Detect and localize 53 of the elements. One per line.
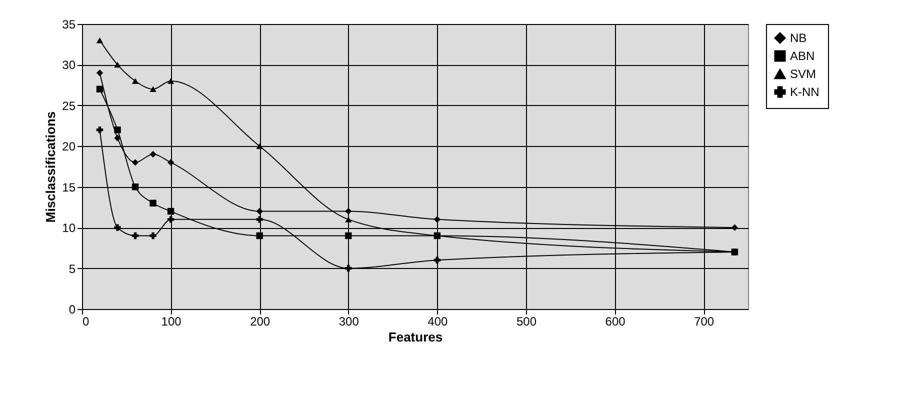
point (150, 232, 156, 240)
point (256, 232, 263, 240)
point (731, 224, 738, 231)
point (114, 134, 121, 142)
point (345, 232, 352, 240)
point (132, 184, 139, 190)
x-tick-label: 500 (516, 314, 537, 328)
point (114, 224, 121, 231)
legend-label: K-NN (790, 85, 820, 99)
point (96, 70, 104, 76)
point (256, 216, 263, 223)
point (167, 159, 174, 166)
point (114, 126, 121, 134)
legend-label: NB (790, 31, 807, 45)
point (167, 216, 174, 223)
point (345, 264, 352, 272)
point (345, 208, 352, 215)
point (132, 159, 139, 166)
y-tick-label: 35 (62, 18, 76, 32)
point (132, 78, 139, 84)
x-tick-label: 400 (428, 314, 448, 328)
point (132, 232, 139, 240)
y-tick-label: 10 (62, 221, 76, 236)
legend-label: SVM (790, 67, 816, 81)
y-tick-label: 5 (68, 262, 76, 276)
y-tick-label: 20 (62, 140, 76, 154)
point (96, 86, 104, 92)
y-tick-label: 25 (62, 98, 76, 113)
x-axis-title: Features (388, 330, 443, 344)
legend-label: ABN (790, 49, 815, 63)
point (167, 208, 174, 215)
x-tick-label: 300 (338, 314, 360, 328)
point (167, 78, 174, 84)
point (150, 86, 156, 92)
x-tick-label: 100 (161, 314, 182, 328)
y-tick-label: 0 (68, 302, 76, 316)
y-tick-label: 30 (62, 58, 76, 72)
x-tick-label: 600 (605, 314, 626, 328)
x-tick-label: 700 (694, 314, 714, 328)
point (434, 216, 441, 223)
point (256, 208, 263, 215)
point (345, 216, 352, 222)
point (434, 256, 441, 264)
point (150, 200, 156, 206)
x-tick-label: 200 (250, 314, 270, 328)
point (114, 62, 121, 68)
y-tick-label: 15 (62, 180, 76, 194)
point (96, 126, 104, 134)
point (256, 143, 263, 150)
point (96, 37, 104, 44)
y-axis-title: Misclassifications (43, 111, 58, 223)
x-tick-label: 0 (82, 314, 90, 328)
point (150, 150, 156, 158)
